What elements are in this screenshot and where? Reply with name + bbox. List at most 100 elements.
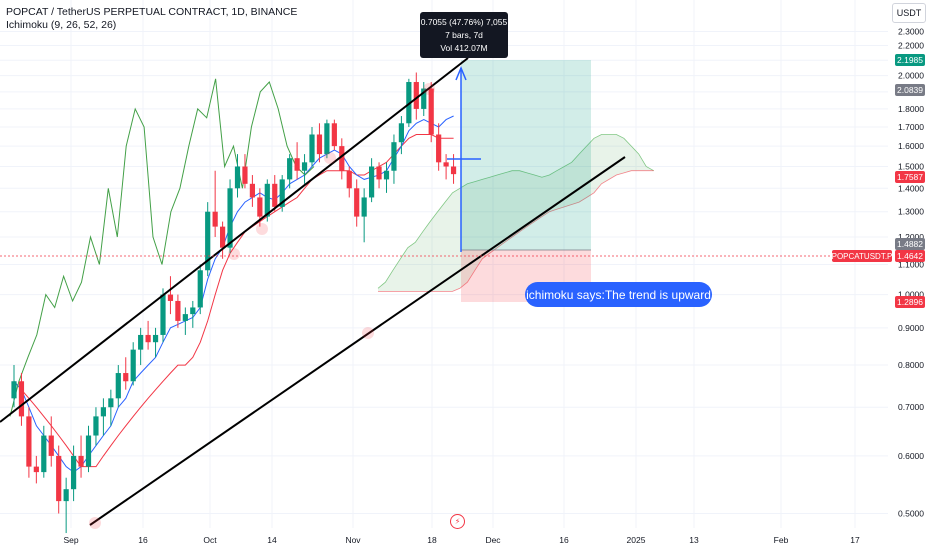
lightning-icon[interactable]: ⚡ xyxy=(450,514,465,529)
candle-body xyxy=(287,158,293,180)
candle-body xyxy=(93,416,99,436)
y-tick-label: 0.8000 xyxy=(898,360,924,370)
y-tick-label: 2.2000 xyxy=(898,41,924,51)
candle xyxy=(324,119,330,159)
kumo-fill xyxy=(378,134,654,292)
y-tick-label: 1.1000 xyxy=(898,259,924,269)
measure-info-box: 0.7055 (47.76%) 7,055 7 bars, 7d Vol 412… xyxy=(420,12,508,58)
candle xyxy=(391,134,397,184)
measure-change: 0.7055 (47.76%) 7,055 xyxy=(420,16,508,27)
measure-arrow[interactable] xyxy=(447,66,481,252)
candle-body xyxy=(242,166,248,184)
candle-body xyxy=(309,134,315,163)
candle xyxy=(272,175,278,212)
y-tick-label: 2.0000 xyxy=(898,71,924,81)
candle-body xyxy=(264,183,270,217)
candle-body xyxy=(160,294,166,335)
x-tick-label: Oct xyxy=(203,535,217,545)
candle xyxy=(339,138,345,180)
candle xyxy=(220,221,226,259)
candle-body xyxy=(108,398,114,408)
candle xyxy=(369,158,375,203)
price-tag-last: 1.4642 xyxy=(895,250,925,262)
x-tick-label: 13 xyxy=(689,535,699,545)
candle xyxy=(287,154,293,189)
y-tick-label: 1.0000 xyxy=(898,290,924,300)
candle-body xyxy=(436,134,442,163)
candle xyxy=(123,357,129,390)
candle-body xyxy=(11,381,17,399)
candle xyxy=(383,162,390,193)
candle-body xyxy=(249,183,255,198)
candle xyxy=(138,327,144,366)
candle xyxy=(361,188,367,243)
currency-button[interactable]: USDT xyxy=(892,3,926,23)
candle xyxy=(376,162,382,189)
candle xyxy=(11,365,17,408)
y-tick-label: 0.9000 xyxy=(898,323,924,333)
price-tag-entry: 1.4882 xyxy=(895,238,925,250)
candle-body xyxy=(85,435,92,467)
grid-layer xyxy=(0,0,888,528)
x-tick-label: 2025 xyxy=(627,535,646,545)
candle-body xyxy=(220,226,226,248)
candle-body xyxy=(257,197,263,217)
candle xyxy=(197,264,203,315)
kijun-sen-line xyxy=(13,134,454,468)
candle xyxy=(428,82,434,143)
candle-body xyxy=(212,211,218,227)
candle-body xyxy=(301,162,308,171)
touch-points xyxy=(89,83,435,529)
ichimoku-callout[interactable]: ichimoku says:The trend is upward xyxy=(525,282,712,307)
candles-layer xyxy=(11,72,457,534)
candle xyxy=(18,373,25,426)
candle-body xyxy=(197,270,203,308)
x-tick-label: 14 xyxy=(267,535,277,545)
candle xyxy=(93,407,99,446)
y-tick-label: 0.7000 xyxy=(898,402,924,412)
candle xyxy=(41,425,47,478)
candle-body xyxy=(115,373,121,399)
lower-channel-line xyxy=(89,156,626,526)
candle-body xyxy=(369,166,375,198)
candle-body xyxy=(428,88,434,135)
x-tick-label: Dec xyxy=(485,535,501,545)
symbol-legend[interactable]: POPCAT / TetherUS PERPETUAL CONTRACT, 1D… xyxy=(6,6,298,18)
axis-layer: 2.30002.20002.10002.00001.90001.80001.70… xyxy=(63,27,924,546)
candle xyxy=(63,477,69,534)
x-tick-label: 16 xyxy=(559,535,569,545)
candle-body xyxy=(138,334,144,350)
candle xyxy=(145,320,151,350)
senkou-span-a xyxy=(377,134,654,289)
measure-bars: 7 bars, 7d xyxy=(445,29,483,40)
candle-body xyxy=(175,300,181,321)
candle xyxy=(130,342,136,386)
trend-channel[interactable] xyxy=(0,57,626,526)
upper-channel-line xyxy=(0,57,469,423)
y-tick-label: 1.6000 xyxy=(898,141,924,151)
price-tag-tenkan: 1.7587 xyxy=(895,171,925,183)
candle-body xyxy=(324,123,330,155)
measure-volume: Vol 412.07M xyxy=(440,42,488,53)
candle-body xyxy=(78,455,84,467)
senkou-span-b xyxy=(378,170,654,292)
candle xyxy=(56,445,62,514)
y-tick-label: 2.3000 xyxy=(898,27,924,37)
indicator-legend[interactable]: Ichimoku (9, 26, 52, 26) xyxy=(6,19,117,31)
candle-body xyxy=(167,294,174,301)
candle-body xyxy=(123,373,129,382)
candle-body xyxy=(130,349,136,382)
candle-body xyxy=(346,170,352,189)
ichimoku-cloud xyxy=(377,134,654,292)
y-tick-label: 1.4000 xyxy=(898,183,924,193)
candle-body xyxy=(294,158,300,171)
candle-body xyxy=(48,435,54,456)
candle-body xyxy=(145,334,151,343)
x-tick-label: 16 xyxy=(138,535,148,545)
candle xyxy=(316,123,323,163)
symbol-price-tag: POPCATUSDT.P xyxy=(831,250,893,262)
candle-body xyxy=(316,134,323,155)
candle xyxy=(234,154,241,198)
long-position-tool[interactable] xyxy=(461,60,591,302)
